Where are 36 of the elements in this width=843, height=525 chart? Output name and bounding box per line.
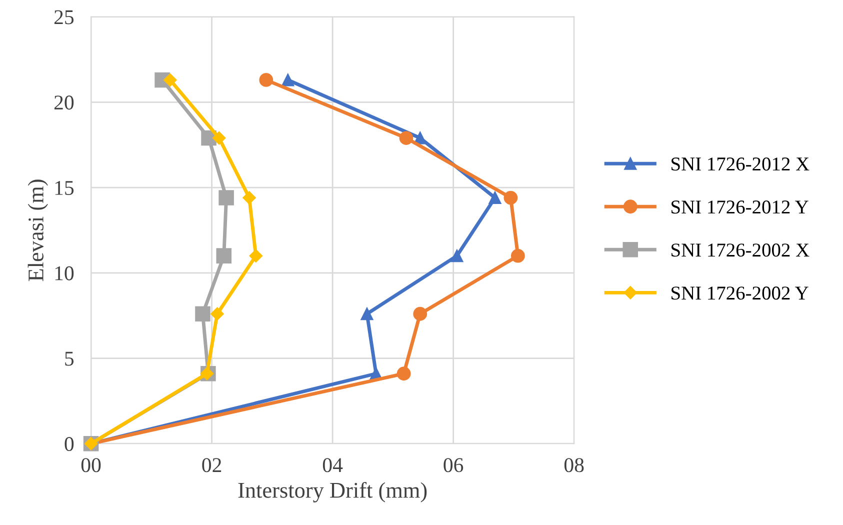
point: [450, 250, 464, 262]
y-tick-label: 0: [64, 437, 74, 452]
x-tick-label: 02: [202, 458, 222, 472]
point: [414, 132, 426, 144]
x-tick-label: 06: [444, 458, 464, 472]
y-tick-label: 15: [55, 181, 74, 195]
x-tick-label: 04: [322, 458, 343, 472]
y-axis-title: Elevasi (m): [28, 180, 48, 282]
point: [216, 248, 232, 264]
point: [249, 249, 262, 262]
x-tick-label: 08: [564, 458, 584, 472]
x-axis-title: Interstory Drift (mm): [238, 482, 427, 502]
x-tick-label: 00: [81, 458, 101, 472]
point: [504, 190, 518, 205]
legend-label: SNI 1726-2012 Y: [672, 200, 808, 214]
y-tick-label: 10: [55, 266, 74, 280]
legend-label: SNI 1726-2002 X: [672, 244, 810, 257]
y-tick-label: 20: [54, 96, 74, 110]
point: [396, 366, 411, 381]
y-tick-label: 25: [54, 10, 74, 24]
point: [488, 192, 502, 204]
point: [413, 306, 428, 321]
point: [212, 131, 226, 145]
point: [399, 131, 414, 145]
point: [242, 191, 256, 204]
legend-label: SNI 1726-2012 X: [672, 157, 810, 171]
point: [510, 248, 525, 263]
point: [259, 73, 274, 87]
legend-label: SNI 1726-2002 Y: [672, 286, 808, 300]
point: [282, 74, 294, 86]
point: [195, 306, 210, 322]
point: [218, 190, 234, 206]
point: [210, 307, 224, 320]
point: [360, 308, 374, 320]
y-tick-label: 5: [65, 352, 74, 366]
point: [164, 73, 177, 87]
